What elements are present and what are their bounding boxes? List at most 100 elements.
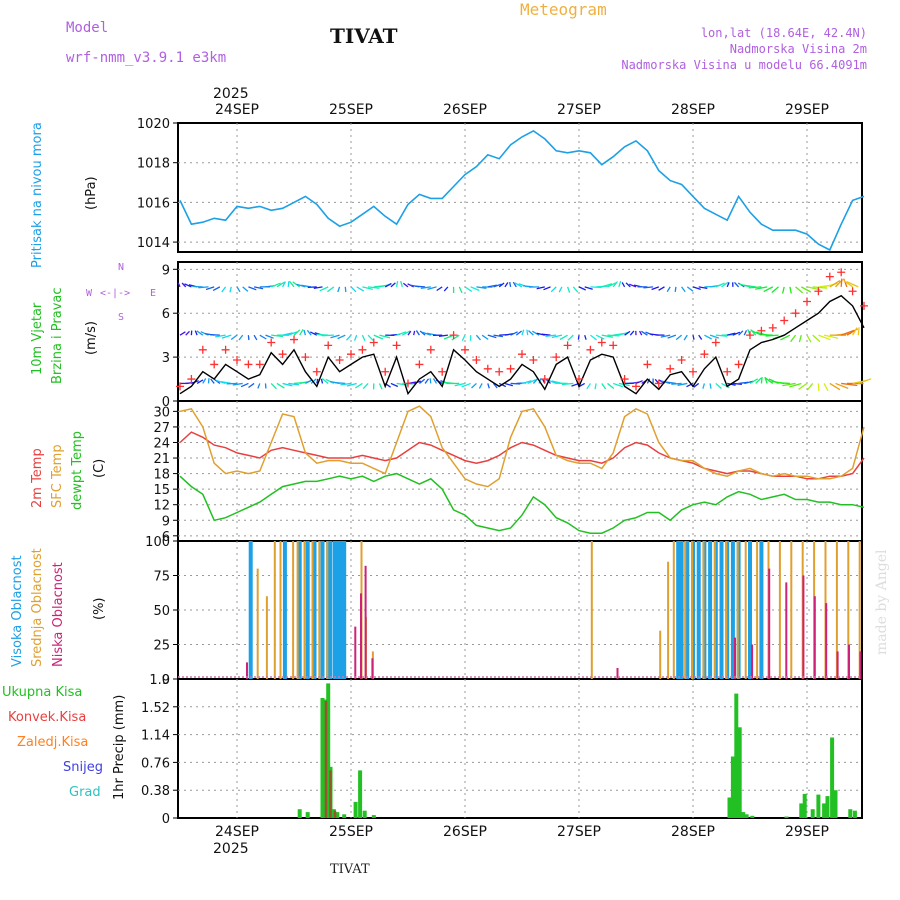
precip-bar-0-27 xyxy=(830,737,835,818)
wind-barb-0-8-1 xyxy=(276,382,285,389)
wind-barb-2-34-0 xyxy=(566,286,571,293)
wind-barb-0-47-1 xyxy=(721,382,730,389)
meteogram-title: Meteogram xyxy=(520,0,607,19)
cloud-bar-1-6 xyxy=(303,541,306,679)
wind-barb-1-29-1 xyxy=(515,330,523,336)
ytick-label-3-0: 0 xyxy=(162,673,170,688)
wind-barb-1-40-1 xyxy=(639,330,643,336)
cloud-bar-2-3 xyxy=(364,565,367,679)
year-top: 2025 xyxy=(213,86,249,102)
cloud-bar-1-4 xyxy=(292,541,295,679)
wind-barb-1-10-0 xyxy=(293,329,301,336)
wind-barb-1-9-0 xyxy=(282,332,293,336)
wind-barb-0-22-0 xyxy=(429,378,432,384)
precip-bar-0-10 xyxy=(358,770,363,818)
wind-barb-2-44-1 xyxy=(686,286,694,292)
wind-barb-2-29-0 xyxy=(509,281,512,287)
wind-barb-2-52-1 xyxy=(771,286,779,293)
cloud-bar-2-0 xyxy=(246,662,248,679)
cloud-bar-2-15 xyxy=(859,651,862,679)
precip-bar-0-19 xyxy=(750,815,755,818)
wind-barb-1-36-1 xyxy=(595,334,605,340)
wind-barb-2-54-1 xyxy=(800,286,812,293)
wind-barb-2-37-1 xyxy=(607,282,617,288)
wind-barb-2-0-0 xyxy=(177,282,181,288)
cloud-bar-0-21 xyxy=(719,541,724,679)
wind-barb-2-41-1 xyxy=(643,286,654,289)
wind-barb-1-55-0 xyxy=(806,334,812,343)
wind-barb-2-19-0 xyxy=(395,280,399,287)
wind-barb-2-0-1 xyxy=(181,282,187,288)
date-label-top-3: 27SEP xyxy=(557,102,601,118)
wind-barb-2-32-0 xyxy=(536,286,545,290)
wind-barb-2-3-0 xyxy=(205,286,215,291)
wind-barb-2-10-0 xyxy=(288,280,295,288)
date-label-bottom-0: 24SEP xyxy=(215,824,259,840)
wind-gust-mark-35 xyxy=(575,375,583,384)
cloud-bar-2-8 xyxy=(768,568,771,679)
wind-barb-2-53-0 xyxy=(781,286,785,294)
legend-total-rain: Ukupna Kisa xyxy=(2,685,83,700)
wind-barb-0-46-0 xyxy=(702,383,706,389)
wind-barb-1-59-1 xyxy=(857,327,860,336)
wind-gust-mark-49 xyxy=(734,360,743,369)
date-label-top-4: 28SEP xyxy=(671,102,715,118)
wind-gust-mark-50 xyxy=(746,331,754,340)
cloud-bar-0-7 xyxy=(328,541,333,679)
ytick-label-4-1: 0.38 xyxy=(141,784,170,799)
wind-barb-1-55-1 xyxy=(812,334,821,342)
wind-barb-0-54-0 xyxy=(782,382,796,387)
wind-barb-1-30-0 xyxy=(521,329,525,336)
wind-barb-1-26-0 xyxy=(475,334,481,341)
cloud-bar-2-6 xyxy=(734,637,736,679)
model-label: Model xyxy=(66,20,109,36)
wind-barb-2-58-1 xyxy=(843,278,848,288)
wind-barb-0-57-0 xyxy=(829,382,841,391)
wind-barb-2-42-0 xyxy=(651,286,660,291)
wind-gust-mark-32 xyxy=(540,375,549,384)
wind-gust-mark-39 xyxy=(620,375,629,384)
wind-barb-2-4-1 xyxy=(229,286,232,293)
precip-bar-0-1 xyxy=(305,812,310,818)
precip-bar-0-13 xyxy=(727,797,732,818)
cloud-bar-2-13 xyxy=(836,651,839,679)
wind-barb-2-29-1 xyxy=(512,281,517,288)
wind-gust-mark-1 xyxy=(187,375,196,384)
precip-bar-0-12 xyxy=(371,815,376,818)
wind-barb-2-10-1 xyxy=(292,281,301,288)
wind-barb-2-5-1 xyxy=(242,286,249,292)
wind-barb-0-7-0 xyxy=(257,383,261,389)
wind-barb-1-10-1 xyxy=(299,328,304,336)
wind-gust-mark-7 xyxy=(255,360,264,369)
precip-bar-0-18 xyxy=(744,814,749,818)
wind-barb-2-59-0 xyxy=(843,279,853,288)
wind-gust-mark-9 xyxy=(278,350,287,359)
wind-barb-1-48-0 xyxy=(727,332,736,336)
cloud-bar-1-24 xyxy=(756,541,759,679)
wind-barb-2-6-0 xyxy=(248,286,257,291)
wind-barb-1-19-0 xyxy=(396,331,407,336)
precip-bar-0-21 xyxy=(799,803,804,818)
wind-barb-1-44-0 xyxy=(675,334,683,341)
wind-gust-mark-5 xyxy=(233,356,241,365)
ytick-label-0-0: 1014 xyxy=(137,236,170,251)
ytick-label-3-4: 100 xyxy=(145,535,170,550)
wind-gust-mark-19 xyxy=(392,341,401,350)
wind-barb-1-23-1 xyxy=(438,334,448,337)
wind-barb-1-49-0 xyxy=(738,330,744,336)
date-label-top-1: 25SEP xyxy=(329,102,373,118)
wind-barb-1-54-0 xyxy=(790,334,797,343)
wind-barb-0-15-1 xyxy=(346,382,357,387)
wind-barb-2-8-1 xyxy=(276,281,285,288)
compass: N W E S <-|-> xyxy=(86,262,160,324)
ytick-label-2-8: 30 xyxy=(153,405,170,420)
cloud-bar-0-14 xyxy=(679,541,684,679)
precip-bar-0-2 xyxy=(320,698,325,818)
wind-barb-2-15-0 xyxy=(350,286,357,293)
precip-bar-0-0 xyxy=(297,809,302,818)
wind-barb-1-2-0 xyxy=(196,330,204,336)
wind-barb-2-58-0 xyxy=(840,278,843,287)
wind-barb-1-22-0 xyxy=(422,331,432,336)
model-value: wrf-nmm_v3.9.1 e3km xyxy=(66,50,227,66)
